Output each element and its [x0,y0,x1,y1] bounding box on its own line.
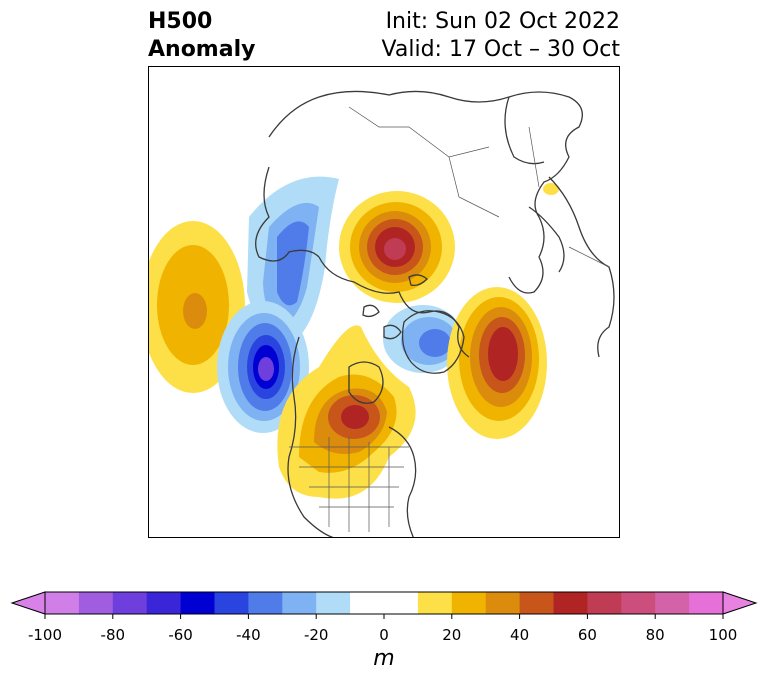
anomaly-map [148,66,620,538]
colorbar-segment [384,592,419,614]
colorbar-tick-label: -60 [168,626,193,644]
colorbar-under-arrow [10,591,46,615]
colorbar-tick-label: -100 [27,626,63,644]
colorbar-tick-label: -80 [100,626,126,644]
colorbar-tick-label: -40 [236,626,261,644]
colorbar-tick-label: -20 [303,626,329,644]
colorbar-ticks [44,614,724,619]
colorbar-segment [146,592,182,614]
anomaly-negative-alaska [247,176,339,338]
colorbar-tick-label: 60 [577,626,597,644]
colorbar-segment [45,592,80,614]
anomaly-negative-greenland [383,305,463,373]
anomaly-positive-siberia [339,191,455,303]
init-date: Init: Sun 02 Oct 2022 [385,9,620,34]
anomaly-positive-central-us [277,325,416,499]
colorbar-tick-label: 100 [708,626,738,644]
colorbar-units: m [373,646,395,671]
colorbar-segment [655,592,690,614]
colorbar-segments [45,592,724,614]
colorbar [10,591,758,619]
colorbar-segment [316,592,351,614]
colorbar-segment [451,592,487,614]
title-line-2: Anomaly [148,37,256,62]
date-info: Init: Sun 02 Oct 2022 Valid: 17 Oct – 30… [382,8,620,64]
colorbar-tick-label: 0 [379,626,389,644]
colorbar-segment [282,592,317,614]
colorbar-segment [417,592,453,614]
colorbar-segment [519,592,554,614]
political-borders [289,106,610,532]
colorbar-tick-label: 80 [645,626,665,644]
colorbar-segment [553,592,588,614]
colorbar-segment [689,592,724,614]
anomaly-positive-north-atlantic [447,287,547,439]
colorbar-tick-label: 20 [442,626,462,644]
colorbar-tick-label: 40 [510,626,530,644]
map-title: H500 Anomaly [148,8,255,64]
title-line-1: H500 [148,9,213,34]
valid-range: Valid: 17 Oct – 30 Oct [381,37,620,62]
colorbar-segment [214,592,249,614]
colorbar-segment [621,592,656,614]
colorbar-segment [78,592,114,614]
colorbar-segment [112,592,148,614]
colorbar-segment [587,592,622,614]
map-canvas [149,90,615,537]
colorbar-segment [485,592,521,614]
colorbar-segment [180,592,215,614]
colorbar-segment [248,592,283,614]
anomaly-negative-north-pacific [217,301,309,433]
colorbar-over-arrow [722,591,758,615]
colorbar-segment [350,592,385,614]
anomaly-small-positive [543,183,559,195]
